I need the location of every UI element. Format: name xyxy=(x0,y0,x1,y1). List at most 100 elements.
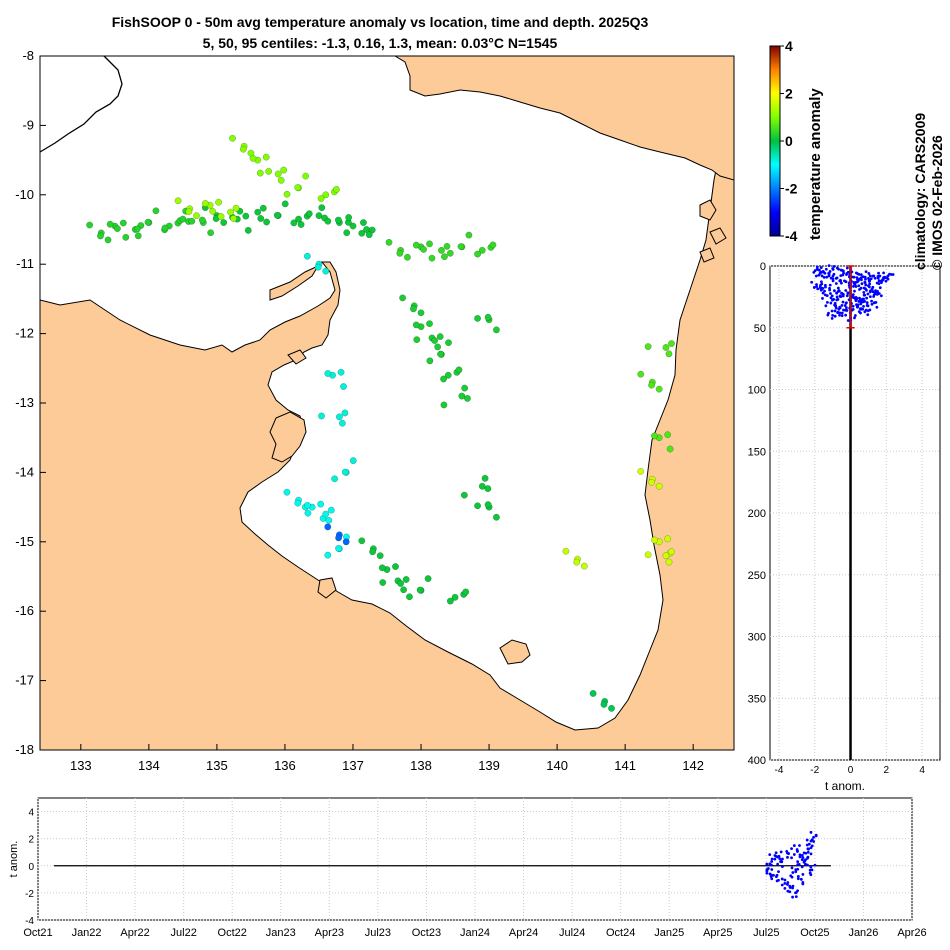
depth-point xyxy=(837,267,840,271)
depth-point xyxy=(823,271,827,275)
depth-point xyxy=(855,276,859,280)
map-observation-point xyxy=(443,242,451,250)
map-observation-point xyxy=(290,219,298,227)
depth-point xyxy=(875,293,879,296)
map-observation-point xyxy=(344,218,352,226)
depth-point xyxy=(841,294,845,298)
map-observation-point xyxy=(295,496,302,504)
map-observation-point xyxy=(193,212,200,220)
map-observation-point xyxy=(331,475,339,483)
time-series-points xyxy=(54,830,831,899)
depth-point xyxy=(870,287,874,291)
depth-point xyxy=(863,275,867,279)
depth-point xyxy=(859,311,862,315)
ts-point xyxy=(807,842,811,846)
depth-point xyxy=(880,279,883,283)
depth-point xyxy=(840,303,844,307)
ts-point xyxy=(804,858,807,862)
depth-point xyxy=(819,283,822,287)
map-observation-point xyxy=(319,514,327,522)
depth-point xyxy=(834,304,838,308)
depth-point xyxy=(860,278,863,282)
ts-point xyxy=(806,850,810,854)
depth-point xyxy=(829,301,833,305)
map-observation-point xyxy=(176,217,184,225)
map-observation-point xyxy=(322,267,330,275)
map-observation-point xyxy=(308,503,316,511)
depth-point xyxy=(815,265,819,269)
map-observation-point xyxy=(644,551,652,559)
depth-point xyxy=(840,291,843,295)
ts-point xyxy=(774,875,778,879)
depth-point xyxy=(864,283,868,287)
ts-x-tick-label: Jul22 xyxy=(171,927,197,939)
depth-point xyxy=(854,280,858,284)
map-observation-point xyxy=(666,445,674,453)
map-observation-point xyxy=(440,253,448,261)
depth-point xyxy=(838,306,842,310)
map-observation-point xyxy=(232,204,240,212)
depth-point xyxy=(875,291,879,294)
map-observation-point xyxy=(349,222,357,230)
depth-point xyxy=(837,289,841,293)
depth-point xyxy=(839,295,843,299)
ts-point xyxy=(796,874,800,878)
depth-point xyxy=(854,271,858,275)
depth-point xyxy=(816,268,820,272)
depth-point xyxy=(866,313,870,317)
depth-point xyxy=(858,277,862,281)
map-land xyxy=(40,56,734,750)
map-observation-point xyxy=(111,222,119,230)
map-y-tick-label: -15 xyxy=(15,534,34,549)
depth-point xyxy=(859,307,863,311)
depth-point xyxy=(821,291,825,295)
ts-point xyxy=(806,856,809,860)
depth-point xyxy=(868,289,872,293)
depth-point xyxy=(855,305,859,309)
map-observation-point xyxy=(283,488,291,496)
depth-point xyxy=(831,314,835,317)
map-y-tick-label: -10 xyxy=(15,187,34,202)
depth-point xyxy=(865,288,868,292)
depth-point xyxy=(835,276,839,280)
depth-point xyxy=(868,282,872,286)
map-observation-point xyxy=(478,482,486,490)
depth-point xyxy=(874,300,878,304)
map-observation-point xyxy=(209,207,217,215)
coastline-timor xyxy=(39,55,123,153)
depth-point xyxy=(850,308,854,312)
map-observation-point xyxy=(342,538,350,546)
depth-point xyxy=(831,268,835,271)
map-observation-point xyxy=(648,378,656,386)
map-observation-point xyxy=(668,340,675,348)
ts-point xyxy=(807,847,810,851)
depth-point xyxy=(867,285,871,289)
map-observation-point xyxy=(368,226,376,234)
depth-point xyxy=(810,280,814,284)
map-observation-point xyxy=(458,243,466,251)
depth-point xyxy=(840,269,844,272)
depth-point xyxy=(872,293,876,297)
depth-point xyxy=(863,299,867,303)
depth-point xyxy=(849,311,852,315)
depth-point xyxy=(868,308,872,312)
depth-point xyxy=(828,288,832,292)
depth-point xyxy=(846,291,850,295)
depth-point xyxy=(838,279,842,283)
map-observation-point xyxy=(104,236,112,244)
depth-point xyxy=(830,316,834,320)
ts-point xyxy=(809,846,813,850)
depth-point xyxy=(840,311,844,315)
ts-point xyxy=(776,862,780,866)
depth-point xyxy=(881,278,885,282)
depth-point xyxy=(852,280,856,284)
colorbar-tick-label: 0 xyxy=(785,133,793,149)
depth-point xyxy=(871,290,875,294)
depth-point xyxy=(855,297,859,301)
ts-point xyxy=(765,869,769,873)
depth-point xyxy=(820,270,823,274)
ts-point xyxy=(786,889,790,893)
depth-point xyxy=(882,271,885,275)
map-observation-point xyxy=(460,491,468,499)
depth-point xyxy=(847,283,851,287)
